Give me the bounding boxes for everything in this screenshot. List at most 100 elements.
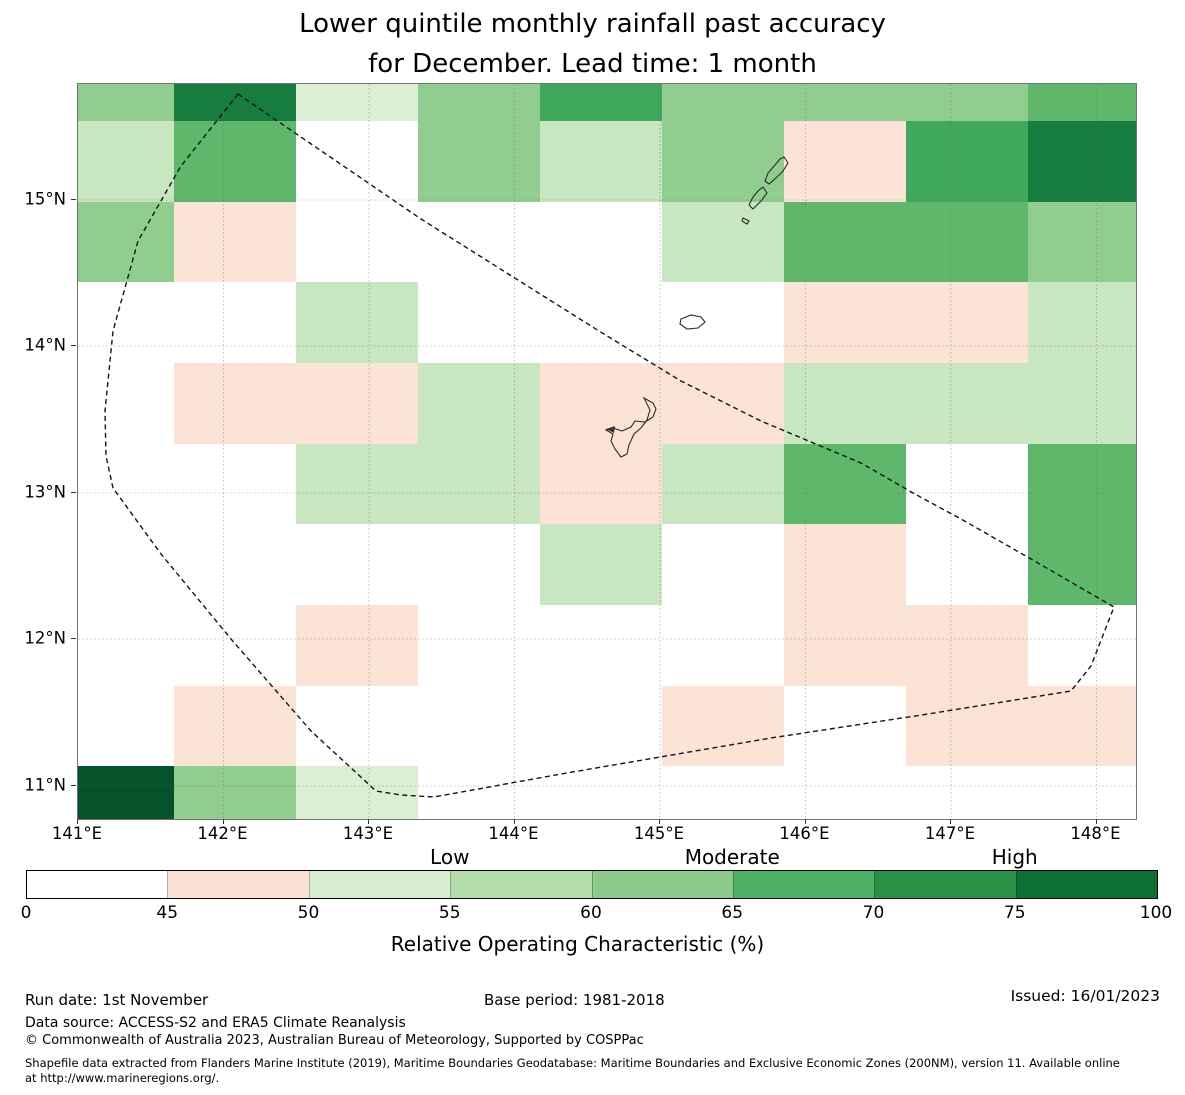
tinian-island-outline [748, 186, 768, 210]
island-outlines [604, 156, 789, 458]
map-cell [173, 201, 297, 282]
y-tick-label: 15°N [24, 189, 66, 209]
map-cell [78, 766, 174, 819]
map-cell [662, 444, 784, 524]
colorbar-segment [591, 871, 733, 898]
map-cell [540, 363, 662, 444]
map-cell [540, 523, 662, 605]
colorbar-tick-label: 0 [20, 903, 32, 923]
data-source-text: Data source: ACCESS-S2 and ERA5 Climate … [25, 1015, 406, 1031]
colorbar-tick-label: 75 [1003, 903, 1026, 923]
y-tick-mark [71, 785, 76, 786]
map-cell [784, 444, 906, 524]
map-cell [418, 363, 541, 444]
y-tick-mark [71, 492, 76, 493]
shapefile-attribution-text: Shapefile data extracted from Flanders M… [25, 1056, 1175, 1085]
y-tick-label: 14°N [24, 335, 66, 355]
eez-dashed-boundary [104, 93, 1115, 798]
x-tick-label: 147°E [924, 824, 976, 843]
map-cell [1027, 282, 1136, 363]
y-tick-label: 12°N [24, 628, 66, 648]
map-cell [418, 444, 541, 524]
map-cell [296, 766, 419, 819]
base-period-text: Base period: 1981-2018 [484, 991, 665, 1009]
title-line-1: Lower quintile monthly rainfall past acc… [299, 9, 886, 39]
x-tick-label: 143°E [342, 824, 394, 843]
map-cell [540, 84, 662, 121]
shapefile-line-1: Shapefile data extracted from Flanders M… [25, 1056, 1120, 1070]
aguijan-island-outline [741, 217, 750, 225]
x-tick-label: 145°E [633, 824, 685, 843]
x-tick-mark [513, 819, 515, 824]
colorbar-tick-label: 45 [156, 903, 179, 923]
map-cell [418, 84, 541, 121]
y-tick-mark [71, 345, 76, 346]
map-cell [296, 282, 419, 363]
map-cell [173, 363, 297, 444]
y-tick-mark [71, 638, 76, 639]
map-cell [784, 604, 906, 686]
x-tick-label: 148°E [1070, 824, 1121, 843]
map-cell [78, 201, 174, 282]
map-cell [905, 282, 1028, 363]
colorbar-segment [874, 871, 1016, 898]
map-cell [1027, 685, 1136, 766]
map-cell [905, 604, 1028, 686]
x-tick-mark [659, 819, 660, 824]
map-cell [784, 201, 906, 282]
map-cell [784, 282, 906, 363]
guam-island-outline [604, 396, 657, 458]
x-tick-mark [368, 819, 369, 824]
x-tick-label: 146°E [779, 824, 830, 843]
map-cell [662, 363, 784, 444]
map-cell [173, 766, 297, 819]
y-tick-label: 11°N [24, 775, 66, 795]
map-cell [662, 84, 784, 121]
colorbar-tick-label: 50 [297, 903, 320, 923]
map-cell [296, 604, 419, 686]
colorbar-segment [1015, 871, 1157, 898]
rota-island-outline [679, 314, 706, 330]
colorbar-axis-label: Relative Operating Characteristic (%) [390, 932, 765, 956]
map-cell [173, 120, 297, 202]
map-cell [296, 363, 419, 444]
map-cell [173, 84, 297, 121]
map-cell [662, 201, 784, 282]
colorbar-tick-label: 60 [580, 903, 602, 923]
title-line-2: for December. Lead time: 1 month [368, 49, 817, 79]
map-cell [1027, 363, 1136, 444]
map-cell [1027, 523, 1136, 605]
map-cell [173, 685, 297, 766]
legend-label-high: High [991, 845, 1038, 869]
page-title: Lower quintile monthly rainfall past acc… [0, 4, 1185, 84]
guam-orote-point [606, 426, 615, 433]
map-overlay [78, 84, 1136, 819]
colorbar-segment [732, 871, 875, 898]
colorbar-segment [450, 871, 592, 898]
map-cell [1027, 120, 1136, 202]
colorbar-tick-label: 55 [438, 903, 461, 923]
map-cell [905, 363, 1028, 444]
map-cell [1027, 201, 1136, 282]
issued-date-text: Issued: 16/01/2023 [1010, 987, 1160, 1005]
colorbar-tick-label: 70 [862, 903, 885, 923]
map-cell [296, 444, 419, 524]
map-cell [905, 120, 1028, 202]
map-cells [78, 84, 1136, 819]
map-cell [540, 444, 662, 524]
y-tick-label: 13°N [24, 482, 66, 502]
map-cell [784, 84, 906, 121]
map-cell [784, 523, 906, 605]
map-cell [418, 120, 541, 202]
x-tick-label: 141°E [51, 824, 103, 843]
x-tick-mark [804, 819, 806, 824]
colorbar-tick-label: 65 [721, 903, 744, 923]
map-cell [78, 84, 174, 121]
map-plot-area [77, 83, 1137, 820]
legend-label-low: Low [430, 845, 470, 869]
x-tick-label: 144°E [488, 824, 539, 843]
colorbar-segment [167, 871, 309, 898]
y-tick-mark [71, 199, 76, 200]
x-tick-mark [1095, 819, 1097, 824]
x-tick-mark [950, 819, 951, 824]
